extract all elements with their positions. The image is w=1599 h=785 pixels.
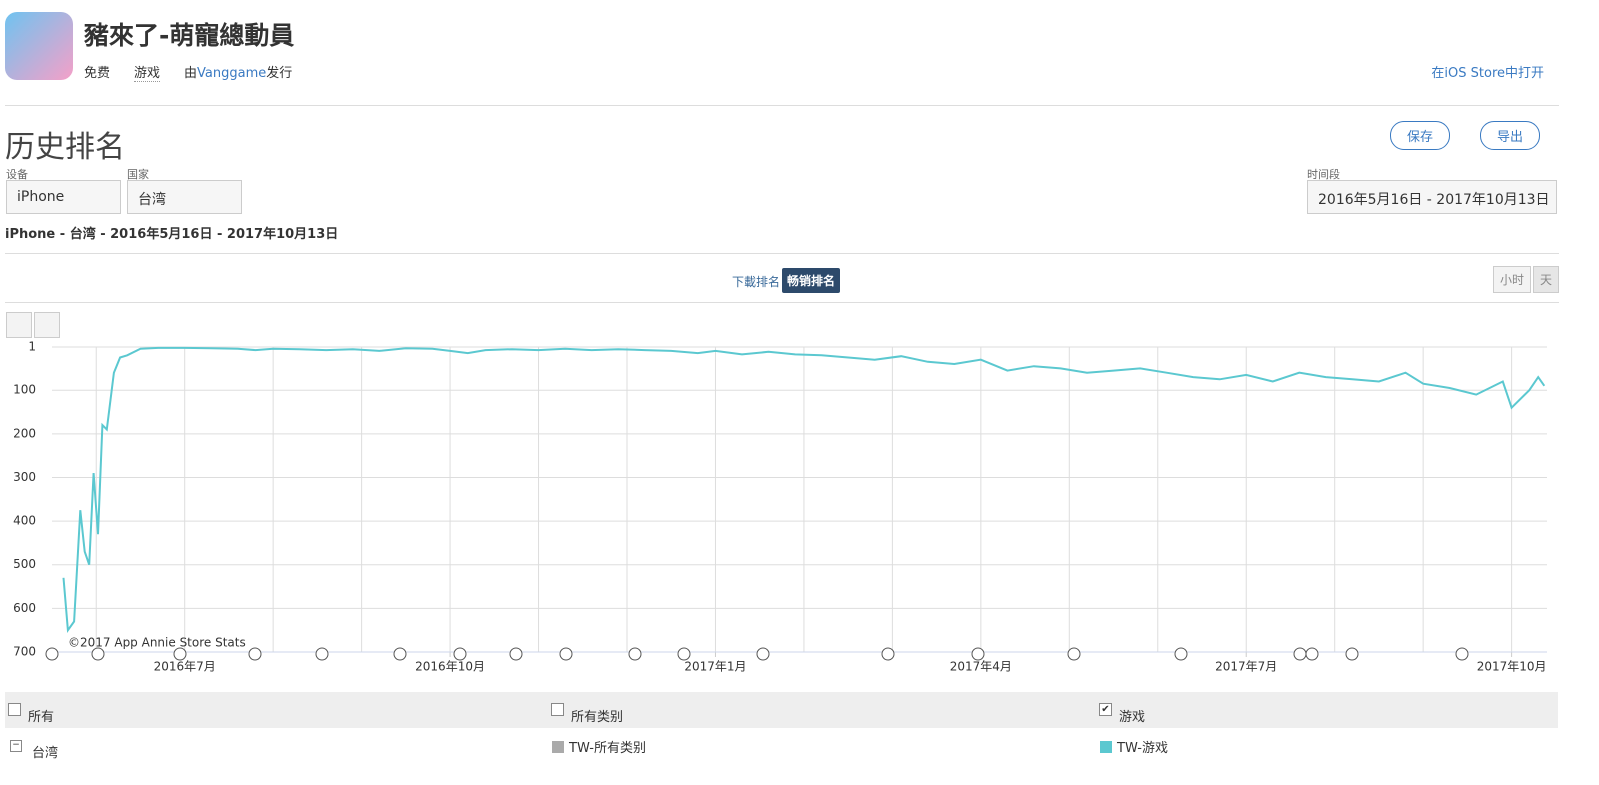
event-marker bbox=[248, 647, 262, 661]
chart: 1 100 200 300 400 500 600 700 2016年7月 2016年10月 201… bbox=[13, 340, 1547, 674]
event-marker bbox=[677, 647, 691, 661]
label: 国家 bbox=[127, 168, 149, 181]
checkbox[interactable] bbox=[551, 703, 564, 716]
event-marker bbox=[1345, 647, 1359, 661]
event-marker bbox=[45, 647, 59, 661]
legend-label: TW-所有类别 bbox=[569, 741, 646, 756]
divider bbox=[5, 253, 1559, 254]
column-label: 所有 bbox=[28, 710, 55, 725]
tag[interactable]: 游戏 bbox=[134, 62, 161, 82]
day-button[interactable]: 天 bbox=[1533, 266, 1560, 293]
text: 由 bbox=[184, 66, 198, 81]
x-tick-label: 2017年4月 bbox=[950, 660, 1012, 674]
series-line bbox=[62, 346, 1546, 634]
legend-item[interactable]: TW-所有类别 bbox=[552, 737, 646, 756]
country-select[interactable]: 台湾 bbox=[127, 180, 242, 214]
export-button[interactable]: 导出 bbox=[1480, 121, 1541, 150]
publisher: 由Vanggame发行 bbox=[184, 62, 292, 81]
y-tick-label: 1 bbox=[28, 340, 36, 354]
event-marker bbox=[881, 647, 895, 661]
x-tick-label: 2017年10月 bbox=[1477, 660, 1547, 674]
checkbox[interactable]: − bbox=[10, 740, 22, 752]
event-marker bbox=[315, 647, 329, 661]
zoom-button[interactable] bbox=[34, 312, 60, 338]
x-tick-label: 2016年10月 bbox=[415, 660, 485, 674]
event-marker bbox=[453, 647, 467, 661]
x-tick-label: 2016年7月 bbox=[154, 660, 216, 674]
watermark: ©2017 App Annie Store Stats bbox=[68, 636, 246, 650]
column-label: 所有类别 bbox=[571, 710, 624, 725]
y-tick-label: 700 bbox=[13, 645, 36, 659]
event-marker bbox=[971, 647, 985, 661]
save-button[interactable]: 保存 bbox=[1390, 121, 1451, 150]
event-marker bbox=[1305, 647, 1319, 661]
event-marker bbox=[91, 647, 105, 661]
event-marker bbox=[756, 647, 770, 661]
reset-button[interactable] bbox=[6, 312, 32, 338]
app-title: 豬來了-萌寵總動員 bbox=[84, 21, 295, 50]
tab[interactable]: 畅销排名 bbox=[782, 268, 841, 293]
event-marker bbox=[1174, 647, 1188, 661]
divider bbox=[5, 105, 1559, 106]
legend-header bbox=[5, 692, 1558, 728]
tab[interactable]: 下載排名 bbox=[732, 275, 781, 289]
y-tick-label: 500 bbox=[13, 557, 36, 571]
column-label: 游戏 bbox=[1119, 710, 1146, 725]
publisher-link[interactable]: Vanggame bbox=[197, 66, 267, 81]
app-icon bbox=[5, 12, 73, 80]
row-label: 台湾 bbox=[32, 746, 59, 761]
event-marker bbox=[559, 647, 573, 661]
summary: iPhone - 台湾 - 2016年5月16日 - 2017年10月13日 bbox=[5, 227, 339, 242]
y-tick-label: 200 bbox=[13, 426, 36, 440]
event-marker bbox=[173, 647, 187, 661]
swatch bbox=[552, 741, 564, 753]
y-tick-label: 300 bbox=[13, 470, 36, 484]
y-tick-label: 100 bbox=[13, 383, 36, 397]
x-tick-label: 2017年1月 bbox=[684, 660, 746, 674]
checkbox[interactable] bbox=[8, 703, 21, 716]
text: 发行 bbox=[266, 66, 293, 81]
hour-button[interactable]: 小时 bbox=[1493, 266, 1532, 293]
legend-label: TW-游戏 bbox=[1117, 741, 1168, 756]
period-select[interactable]: 2016年5月16日 - 2017年10月13日 bbox=[1307, 180, 1557, 214]
event-marker bbox=[509, 647, 523, 661]
y-tick-label: 600 bbox=[13, 601, 36, 615]
event-marker bbox=[393, 647, 407, 661]
label: 时间段 bbox=[1307, 168, 1340, 181]
legend-item[interactable]: TW-游戏 bbox=[1100, 737, 1168, 756]
event-marker bbox=[1293, 647, 1307, 661]
store-link[interactable]: 在iOS Store中打开 bbox=[1431, 66, 1544, 81]
checkbox[interactable]: ✔ bbox=[1099, 703, 1112, 716]
divider bbox=[5, 302, 1559, 303]
device-select[interactable]: iPhone bbox=[6, 180, 121, 214]
label: 设备 bbox=[6, 168, 28, 181]
section-title: 历史排名 bbox=[5, 130, 125, 165]
x-tick-label: 2017年7月 bbox=[1215, 660, 1277, 674]
tag: 免费 bbox=[84, 66, 111, 81]
event-marker bbox=[1455, 647, 1469, 661]
event-marker bbox=[1067, 647, 1081, 661]
event-marker bbox=[628, 647, 642, 661]
y-tick-label: 400 bbox=[13, 514, 36, 528]
swatch bbox=[1100, 741, 1112, 753]
